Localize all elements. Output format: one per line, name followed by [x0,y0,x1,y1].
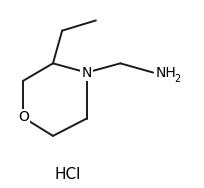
Text: 2: 2 [175,74,181,84]
Text: NH: NH [155,66,176,80]
Text: N: N [81,66,92,80]
Text: O: O [18,111,29,124]
Text: HCl: HCl [54,167,80,182]
